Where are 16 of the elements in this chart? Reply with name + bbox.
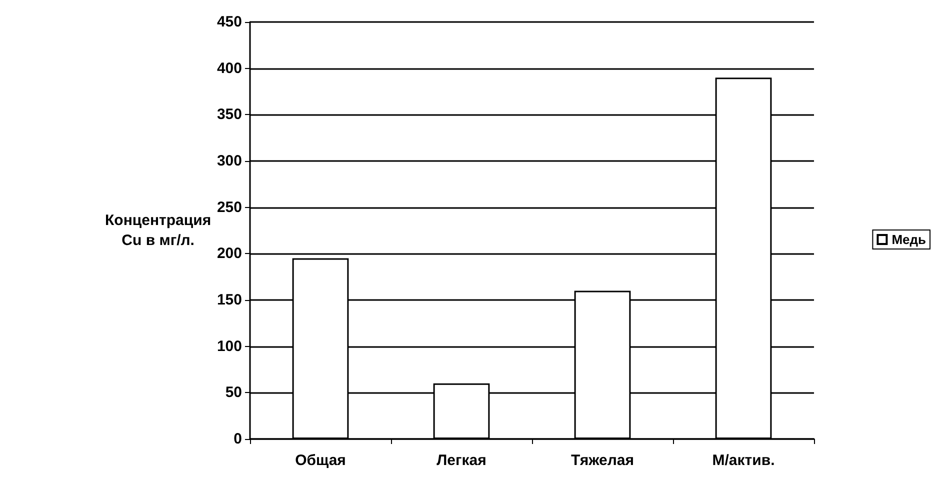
x-tick-label: М/актив. bbox=[712, 452, 775, 469]
y-tick-label: 300 bbox=[216, 152, 242, 170]
y-axis-title: Концентрация Cu в мг/л. bbox=[105, 212, 212, 249]
y-tick-label: 200 bbox=[216, 245, 242, 262]
y-tick-label: 350 bbox=[216, 106, 242, 124]
y-tick-label: 400 bbox=[216, 60, 242, 77]
y-tick-label: 450 bbox=[216, 14, 242, 30]
y-tick-label: 50 bbox=[225, 384, 242, 402]
x-tick-label: Общая bbox=[295, 452, 346, 469]
y-tick-label: 250 bbox=[216, 198, 242, 216]
legend-label: Медь bbox=[892, 232, 926, 247]
x-tick-label: Тяжелая bbox=[571, 452, 634, 469]
x-tick-label: Легкая bbox=[436, 452, 486, 469]
y-tick-label: 0 bbox=[234, 430, 242, 448]
y-tick-label: 100 bbox=[216, 338, 242, 355]
y-tick-label: 150 bbox=[216, 292, 242, 308]
